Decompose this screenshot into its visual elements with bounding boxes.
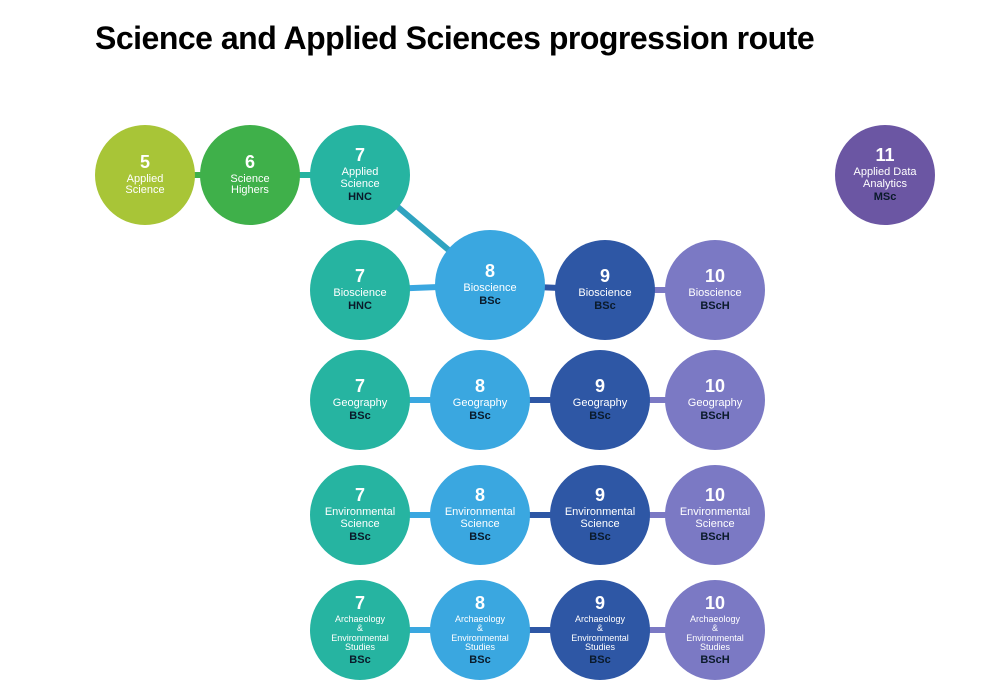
node-label: Geography xyxy=(453,398,507,410)
node-level: 8 xyxy=(475,486,485,505)
node-label: Applied Science xyxy=(125,174,164,197)
node-label: Geography xyxy=(573,398,627,410)
node-label: Archaeology & Environmental Studies xyxy=(331,615,389,653)
node-level: 11 xyxy=(875,146,894,165)
node-n7e: 7 Environmental Science BSc xyxy=(310,465,410,565)
node-level: 7 xyxy=(355,146,365,165)
node-n7b: 7 BioscienceHNC xyxy=(310,240,410,340)
node-n7a: 7 Applied Science HNC xyxy=(310,125,410,225)
node-label: Geography xyxy=(688,398,742,410)
node-level: 10 xyxy=(705,267,725,286)
node-label: Geography xyxy=(333,398,387,410)
node-n5: 5 Applied Science xyxy=(95,125,195,225)
node-level: 8 xyxy=(485,262,495,281)
node-label: Bioscience xyxy=(333,288,386,300)
node-label: Bioscience xyxy=(578,288,631,300)
node-label: Archaeology & Environmental Studies xyxy=(686,615,744,653)
node-level: 9 xyxy=(595,486,605,505)
node-label: Environmental Science xyxy=(680,507,750,530)
node-n8b: 8 BioscienceBSc xyxy=(435,230,545,340)
node-qualification: BScH xyxy=(700,532,729,544)
node-n8g: 8 GeographyBSc xyxy=(430,350,530,450)
node-qualification: HNC xyxy=(348,192,372,204)
node-label: Bioscience xyxy=(463,283,516,295)
node-n9e: 9 Environmental Science BSc xyxy=(550,465,650,565)
node-n8e: 8 Environmental Science BSc xyxy=(430,465,530,565)
node-level: 10 xyxy=(705,486,725,505)
page-title: Science and Applied Sciences progression… xyxy=(95,20,814,57)
node-n10e: 10 Environmental Science BScH xyxy=(665,465,765,565)
node-label: Environmental Science xyxy=(565,507,635,530)
node-level: 5 xyxy=(140,153,150,172)
node-level: 8 xyxy=(475,377,485,396)
node-qualification: BSc xyxy=(589,655,610,667)
node-level: 9 xyxy=(595,594,605,613)
node-level: 10 xyxy=(705,594,725,613)
node-qualification: HNC xyxy=(348,301,372,313)
node-level: 10 xyxy=(705,377,725,396)
node-qualification: BSc xyxy=(469,532,490,544)
node-qualification: BScH xyxy=(700,411,729,423)
node-n10ar: 10 Archaeology & Environmental Studies BSc… xyxy=(665,580,765,680)
node-n6: 6 Science Highers xyxy=(200,125,300,225)
node-qualification: BScH xyxy=(700,655,729,667)
node-level: 7 xyxy=(355,267,365,286)
node-qualification: BSc xyxy=(589,532,610,544)
node-label: Applied Science xyxy=(340,167,379,190)
node-level: 7 xyxy=(355,486,365,505)
node-n10g: 10 GeographyBScH xyxy=(665,350,765,450)
node-qualification: BSc xyxy=(479,296,500,308)
node-label: Applied Data Analytics xyxy=(854,167,917,190)
node-label: Science Highers xyxy=(230,174,269,197)
node-level: 9 xyxy=(595,377,605,396)
node-label: Archaeology & Environmental Studies xyxy=(571,615,629,653)
node-qualification: BSc xyxy=(349,532,370,544)
node-qualification: BSc xyxy=(349,411,370,423)
node-qualification: BScH xyxy=(700,301,729,313)
node-label: Environmental Science xyxy=(445,507,515,530)
node-qualification: BSc xyxy=(594,301,615,313)
node-n8ar: 8 Archaeology & Environmental Studies BSc xyxy=(430,580,530,680)
node-n7g: 7 GeographyBSc xyxy=(310,350,410,450)
node-n7ar: 7 Archaeology & Environmental Studies BSc xyxy=(310,580,410,680)
node-label: Bioscience xyxy=(688,288,741,300)
node-qualification: BSc xyxy=(589,411,610,423)
node-label: Environmental Science xyxy=(325,507,395,530)
node-qualification: BSc xyxy=(469,411,490,423)
node-qualification: MSc xyxy=(874,192,897,204)
node-level: 7 xyxy=(355,377,365,396)
node-qualification: BSc xyxy=(469,655,490,667)
node-n9b: 9 BioscienceBSc xyxy=(555,240,655,340)
node-level: 9 xyxy=(600,267,610,286)
node-level: 6 xyxy=(245,153,255,172)
node-n9ar: 9 Archaeology & Environmental Studies BSc xyxy=(550,580,650,680)
node-label: Archaeology & Environmental Studies xyxy=(451,615,509,653)
node-level: 7 xyxy=(355,594,365,613)
node-level: 8 xyxy=(475,594,485,613)
diagram-stage: Science and Applied Sciences progression… xyxy=(0,0,1000,693)
node-qualification: BSc xyxy=(349,655,370,667)
node-n11: 11 Applied Data Analytics MSc xyxy=(835,125,935,225)
node-n10b: 10 BioscienceBScH xyxy=(665,240,765,340)
node-n9g: 9 GeographyBSc xyxy=(550,350,650,450)
